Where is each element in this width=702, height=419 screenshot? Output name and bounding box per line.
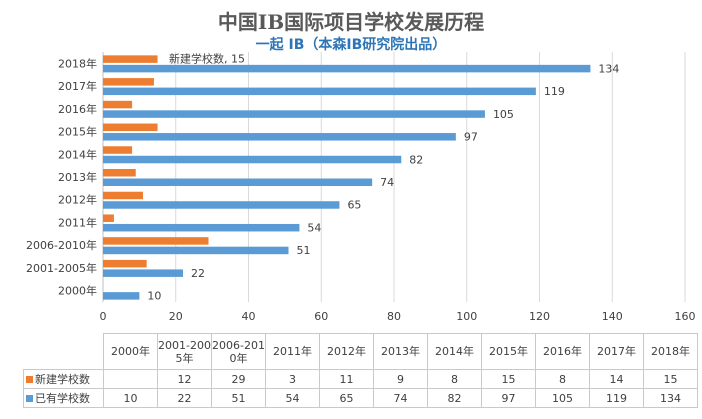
table-header-cell: 2018年 [643, 333, 698, 370]
category-label: 2018年 [58, 56, 97, 70]
table-header-cell: 2012年 [319, 333, 374, 370]
category-label: 2006-2010年 [26, 238, 97, 252]
table-cell: 74 [373, 388, 428, 408]
table-cell: 3 [265, 369, 320, 389]
table-cell: 9 [373, 369, 428, 389]
existing-schools-bar [103, 292, 140, 300]
table-row-new: 新建学校数 12 29 3 11 9 8 15 8 14 15 [23, 369, 698, 389]
table-cell: 82 [427, 388, 482, 408]
existing-schools-data-label: 105 [493, 108, 514, 121]
table-cell: 11 [319, 369, 374, 389]
table-cell: 134 [643, 388, 698, 408]
table-cell: 8 [535, 369, 590, 389]
existing-schools-data-label: 74 [380, 176, 394, 189]
existing-schools-bar [103, 110, 485, 118]
table-cell: 22 [157, 388, 212, 408]
category-label: 2013年 [58, 170, 97, 184]
table-header-cell: 2016年 [535, 333, 590, 370]
table-cell: 65 [319, 388, 374, 408]
table-header-cell: 2015年 [481, 333, 536, 370]
new-schools-bar [103, 55, 158, 63]
new-schools-bar [103, 123, 158, 132]
existing-schools-bar [103, 133, 456, 141]
table-cell: 15 [643, 369, 698, 389]
existing-schools-data-label: 10 [147, 290, 161, 303]
x-tick-label: 40 [242, 310, 256, 323]
table-cell: 51 [211, 388, 266, 408]
category-label: 2001-2005年 [26, 261, 97, 275]
existing-schools-bar [103, 64, 591, 73]
table-cell: 8 [427, 369, 482, 389]
existing-schools-bar [103, 201, 340, 209]
legend-swatch-existing [26, 394, 33, 402]
legend-swatch-new [26, 375, 33, 383]
table-header-cell: 2011年 [265, 333, 320, 370]
table-cell: 12 [157, 369, 212, 389]
existing-schools-data-label: 134 [598, 62, 619, 75]
new-schools-bar [103, 237, 209, 245]
chart-title: 中国IB国际项目学校发展历程 [217, 10, 485, 34]
existing-schools-data-label: 54 [307, 221, 321, 234]
x-tick-label: 140 [602, 310, 623, 323]
table-cell: 10 [103, 388, 158, 408]
existing-schools-data-label: 51 [297, 244, 311, 257]
chart-subtitle: 一起 IB（本森IB研究院出品） [255, 37, 447, 53]
table-corner-cell [23, 333, 104, 370]
table-header-cell: 2006-201 0年 [211, 333, 266, 370]
category-label: 2000年 [58, 284, 97, 298]
table-cell: 54 [265, 388, 320, 408]
new-schools-annotation: 新建学校数, 15 [169, 51, 245, 65]
table-cell: 15 [481, 369, 536, 389]
new-schools-bar [103, 100, 133, 109]
bar-chart: 0 20 40 60 80 100 120 140 160 2000年 10 2001-2005年 22… [26, 51, 696, 323]
existing-schools-bar [103, 269, 184, 277]
x-tick-label: 120 [529, 310, 550, 323]
x-tick-label: 160 [675, 310, 696, 323]
data-table: 2000年 2001-200 5年 2006-201 0年 2011年 2012年 2013年… [23, 333, 698, 408]
existing-schools-data-label: 22 [191, 267, 205, 280]
table-header-cell: 2001-200 5年 [157, 333, 212, 370]
table-header-row: 2000年 2001-200 5年 2006-201 0年 2011年 2012年 2013年… [23, 333, 698, 370]
existing-schools-bar [103, 246, 289, 255]
existing-schools-bar [103, 178, 373, 186]
existing-schools-data-label: 65 [347, 199, 361, 212]
new-schools-bar [103, 259, 147, 268]
x-tick-label: 0 [100, 310, 107, 323]
x-tick-label: 80 [387, 310, 401, 323]
category-label: 2011年 [58, 215, 97, 229]
category-label: 2012年 [58, 193, 97, 207]
table-header-cell: 2000年 [103, 333, 158, 370]
table-cell: 14 [589, 369, 644, 389]
category-label: 2014年 [58, 147, 97, 161]
x-tick-label: 20 [169, 310, 183, 323]
category-label: 2015年 [58, 125, 97, 139]
table-cell: 105 [535, 388, 590, 408]
new-schools-bar [103, 214, 114, 222]
category-label: 2017年 [58, 79, 97, 93]
table-cell [103, 369, 158, 389]
table-cell: 97 [481, 388, 536, 408]
table-header-cell: 2017年 [589, 333, 644, 370]
table-header-cell: 2014年 [427, 333, 482, 370]
existing-schools-bar [103, 87, 536, 96]
table-header-cell: 2013年 [373, 333, 428, 370]
existing-schools-bar [103, 155, 402, 164]
new-schools-bar [103, 191, 144, 200]
new-schools-bar [103, 78, 154, 86]
table-cell: 29 [211, 369, 266, 389]
legend-entry-existing: 已有学校数 [23, 388, 104, 408]
existing-schools-data-label: 82 [409, 153, 423, 166]
new-schools-bar [103, 146, 133, 154]
new-schools-bar [103, 169, 136, 177]
existing-schools-data-label: 97 [464, 131, 478, 144]
table-row-existing: 已有学校数 10 22 51 54 65 74 82 97 105 119 134 [23, 388, 698, 408]
legend-entry-new: 新建学校数 [23, 369, 104, 389]
category-label: 2016年 [58, 102, 97, 116]
x-tick-label: 60 [314, 310, 328, 323]
existing-schools-bar [103, 223, 300, 232]
existing-schools-data-label: 119 [544, 85, 565, 98]
x-tick-label: 100 [456, 310, 477, 323]
table-cell: 119 [589, 388, 644, 408]
